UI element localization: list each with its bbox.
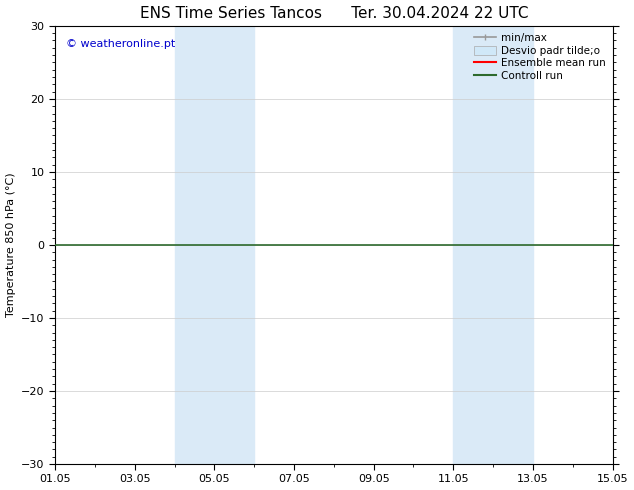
Text: © weatheronline.pt: © weatheronline.pt xyxy=(66,39,176,49)
Bar xyxy=(493,26,533,464)
Title: ENS Time Series Tancos      Ter. 30.04.2024 22 UTC: ENS Time Series Tancos Ter. 30.04.2024 2… xyxy=(139,5,528,21)
Y-axis label: Temperature 850 hPa (°C): Temperature 850 hPa (°C) xyxy=(6,172,16,317)
Legend: min/max, Desvio padr tilde;o, Ensemble mean run, Controll run: min/max, Desvio padr tilde;o, Ensemble m… xyxy=(472,31,607,83)
Bar xyxy=(174,26,214,464)
Bar xyxy=(453,26,493,464)
Bar xyxy=(214,26,254,464)
